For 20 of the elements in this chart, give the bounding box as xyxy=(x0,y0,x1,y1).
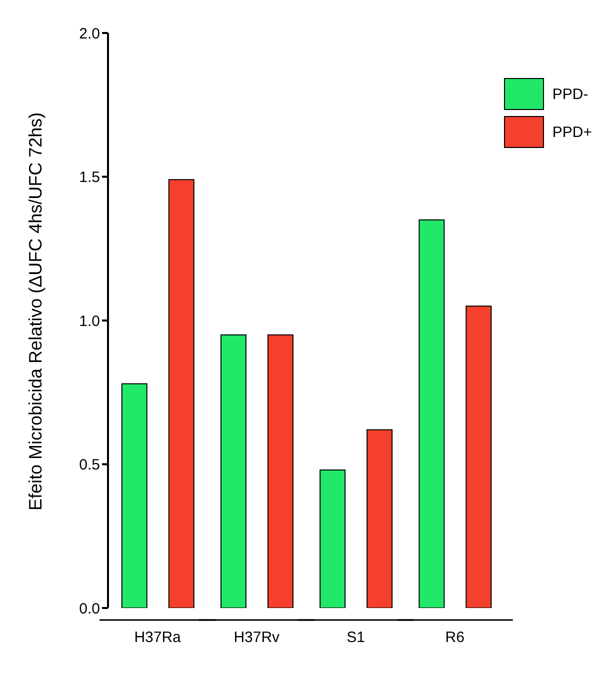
x-tick-label: S1 xyxy=(346,629,365,646)
legend-label: PPD+ xyxy=(552,124,592,140)
y-tick-label: 1.0 xyxy=(79,312,100,330)
bar xyxy=(466,306,492,608)
y-tick-label: 2.0 xyxy=(79,25,100,42)
bar xyxy=(220,334,246,608)
bar xyxy=(168,179,194,608)
x-tick-label: R6 xyxy=(445,629,464,646)
y-tick-label: 1.5 xyxy=(79,169,100,186)
x-tick-label: H37Rv xyxy=(234,629,280,646)
legend-label: PPD- xyxy=(552,86,588,102)
bar xyxy=(267,334,294,608)
bar xyxy=(366,429,393,608)
bar xyxy=(418,219,445,608)
y-tick-label: 0.0 xyxy=(79,600,100,618)
bar xyxy=(320,470,346,608)
y-axis-title: Efeito Microbicida Relativo (ΔUFC 4hs/UFC 72hs) xyxy=(25,112,46,510)
bar xyxy=(121,383,148,608)
y-tick-label: 0.5 xyxy=(79,456,100,474)
x-tick-label: H37Ra xyxy=(134,629,182,646)
